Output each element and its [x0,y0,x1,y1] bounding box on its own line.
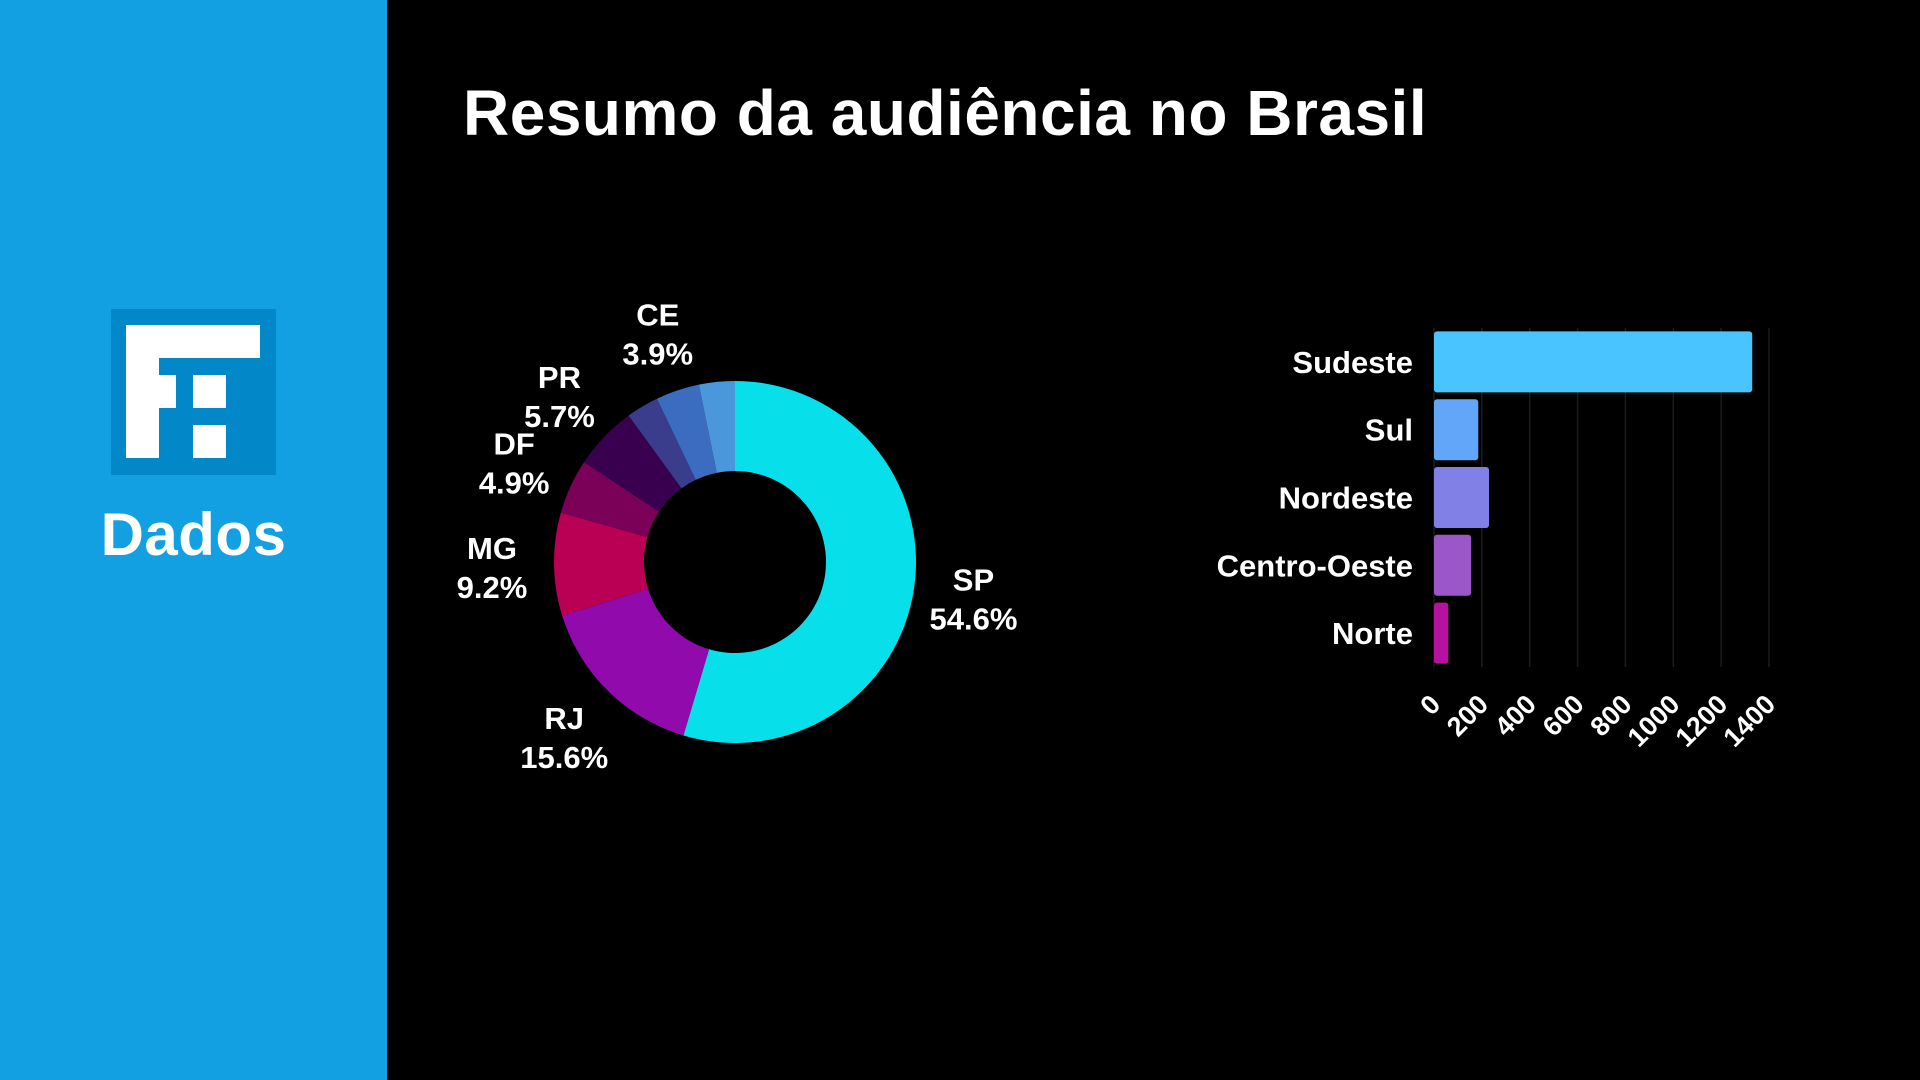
donut-slice-rj [562,589,710,736]
logo-notch [159,375,176,408]
page-title: Resumo da audiência no Brasil [463,77,1428,149]
logo-bar-vertical [126,325,159,458]
category-label: Norte [1332,616,1413,651]
donut-label: RJ [544,701,584,736]
bar-sudeste [1434,331,1753,393]
sidebar: Dados [0,0,387,1080]
donut-slice-pr [584,415,682,512]
brand-name: Dados [100,501,287,568]
donut-label: MG [467,531,517,566]
donut-slice-sp [683,381,916,743]
x-tick-label: 1400 [1718,689,1782,753]
category-label: Sul [1365,413,1413,448]
donut-slice-df [560,462,660,538]
category-label: Sudeste [1292,345,1413,380]
x-tick-label: 200 [1441,689,1494,742]
donut-value-label: 5.7% [524,399,595,434]
bar-chart: 0200400600800100012001400SudesteSulNorde… [1217,328,1782,753]
donut-label: SP [953,563,994,598]
logo-square-1 [193,375,226,408]
donut-label: DF [493,427,534,462]
x-tick-label: 0 [1414,689,1446,721]
donut-slice-mg [554,512,649,616]
bar-nordeste [1434,466,1490,529]
logo [111,309,276,475]
x-tick-label: 600 [1537,689,1590,742]
x-tick-label: 400 [1489,689,1542,742]
donut-slice-unlabeled-5 [628,398,696,489]
donut-value-label: 3.9% [622,337,693,372]
donut-value-label: 15.6% [520,740,608,775]
donut-chart: SP 54.6% RJ 15.6% MG 9.2% DF 4.9% PR 5.7% CE 3.9% [457,298,1018,775]
donut-slice-ce [656,384,717,480]
donut-value-label: 9.2% [457,570,528,605]
x-tick-label: 1000 [1622,689,1686,753]
donut-value-label: 54.6% [930,602,1018,637]
bar-centro-oeste [1434,534,1472,596]
donut-slice-unlabeled-7 [698,381,735,473]
logo-square-2 [193,425,226,458]
donut-label: CE [636,298,679,333]
category-label: Nordeste [1279,481,1413,516]
category-label: Centro-Oeste [1217,548,1413,583]
donut-label: PR [538,360,581,395]
donut-value-label: 4.9% [479,466,550,501]
x-tick-label: 1200 [1670,689,1734,753]
bar-norte [1434,602,1449,664]
bar-sul [1434,399,1479,461]
